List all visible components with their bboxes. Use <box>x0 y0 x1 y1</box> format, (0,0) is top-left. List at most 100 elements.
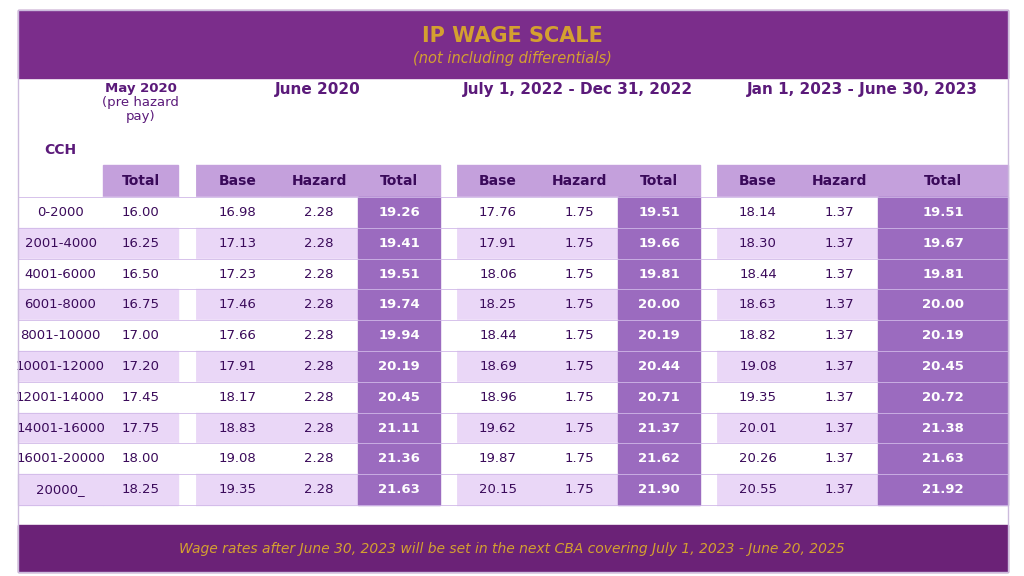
Bar <box>280 444 358 474</box>
Text: 20.00: 20.00 <box>922 298 964 311</box>
Bar <box>103 228 178 259</box>
Text: 20000_: 20000_ <box>36 483 85 496</box>
Text: Jan 1, 2023 - June 30, 2023: Jan 1, 2023 - June 30, 2023 <box>746 82 978 97</box>
Text: 19.66: 19.66 <box>638 237 680 250</box>
Text: 18.44: 18.44 <box>739 267 777 281</box>
Text: 16.50: 16.50 <box>122 267 160 281</box>
Text: 17.46: 17.46 <box>218 298 256 311</box>
Text: 18.17: 18.17 <box>218 391 256 404</box>
Bar <box>280 412 358 444</box>
Bar <box>456 474 540 505</box>
Bar <box>358 351 440 382</box>
Bar <box>456 289 540 320</box>
Bar <box>456 444 540 474</box>
Text: 1.37: 1.37 <box>824 422 854 434</box>
Text: 19.08: 19.08 <box>739 360 777 373</box>
Bar <box>195 259 280 289</box>
Text: 16.00: 16.00 <box>122 206 160 219</box>
Text: Total: Total <box>640 174 678 188</box>
Text: 17.23: 17.23 <box>218 267 257 281</box>
Bar <box>618 320 700 351</box>
Text: 17.13: 17.13 <box>218 237 257 250</box>
Text: 21.63: 21.63 <box>378 483 420 496</box>
Text: 1.37: 1.37 <box>824 391 854 404</box>
Text: 14001-16000: 14001-16000 <box>16 422 104 434</box>
Bar <box>540 197 618 228</box>
Text: 16.98: 16.98 <box>219 206 256 219</box>
Text: 21.38: 21.38 <box>922 422 964 434</box>
Text: 19.87: 19.87 <box>479 452 517 465</box>
Bar <box>878 444 1008 474</box>
Bar <box>716 228 800 259</box>
Bar <box>18 412 103 444</box>
Bar <box>878 289 1008 320</box>
Text: 1.37: 1.37 <box>824 483 854 496</box>
Bar <box>878 474 1008 505</box>
Text: 1.37: 1.37 <box>824 329 854 342</box>
Bar <box>800 474 878 505</box>
Text: Total: Total <box>924 174 963 188</box>
Bar <box>18 444 103 474</box>
Bar <box>103 289 178 320</box>
Text: Base: Base <box>479 174 517 188</box>
Text: Hazard: Hazard <box>811 174 866 188</box>
Text: 6001-8000: 6001-8000 <box>25 298 96 311</box>
Text: 19.51: 19.51 <box>638 206 680 219</box>
Bar <box>18 197 103 228</box>
Text: July 1, 2022 - Dec 31, 2022: July 1, 2022 - Dec 31, 2022 <box>463 82 693 97</box>
Text: 19.26: 19.26 <box>378 206 420 219</box>
Bar <box>103 382 178 412</box>
Text: 19.81: 19.81 <box>638 267 680 281</box>
Text: Hazard: Hazard <box>291 174 347 188</box>
Bar <box>540 228 618 259</box>
Bar <box>358 197 440 228</box>
Text: 1.75: 1.75 <box>564 237 594 250</box>
Bar <box>103 412 178 444</box>
Bar <box>456 320 540 351</box>
Text: 17.45: 17.45 <box>122 391 160 404</box>
Text: 19.81: 19.81 <box>923 267 964 281</box>
Text: 19.08: 19.08 <box>219 452 256 465</box>
Bar <box>103 165 178 197</box>
Bar <box>280 474 358 505</box>
Bar <box>540 444 618 474</box>
Bar <box>195 351 280 382</box>
Bar <box>800 197 878 228</box>
Text: pay): pay) <box>126 110 156 123</box>
Text: 21.92: 21.92 <box>923 483 964 496</box>
Text: 2.28: 2.28 <box>304 452 334 465</box>
Bar <box>18 10 1008 78</box>
Bar <box>800 320 878 351</box>
Bar <box>716 382 800 412</box>
Bar <box>195 382 280 412</box>
Text: 19.41: 19.41 <box>378 237 420 250</box>
Bar <box>195 165 440 197</box>
Text: 18.82: 18.82 <box>739 329 777 342</box>
Text: 2.28: 2.28 <box>304 267 334 281</box>
Bar <box>540 320 618 351</box>
Text: Hazard: Hazard <box>551 174 606 188</box>
Bar <box>716 320 800 351</box>
Text: 2.28: 2.28 <box>304 391 334 404</box>
Text: 21.11: 21.11 <box>378 422 420 434</box>
Bar <box>716 474 800 505</box>
Bar <box>358 444 440 474</box>
Text: CCH: CCH <box>44 143 77 157</box>
Bar <box>103 444 178 474</box>
Bar <box>195 197 280 228</box>
Bar <box>618 474 700 505</box>
Text: 20.00: 20.00 <box>638 298 680 311</box>
Bar <box>540 412 618 444</box>
Bar <box>800 289 878 320</box>
Bar <box>103 197 178 228</box>
Bar <box>716 412 800 444</box>
Text: 1.37: 1.37 <box>824 360 854 373</box>
Text: 18.63: 18.63 <box>739 298 777 311</box>
Text: Total: Total <box>122 174 160 188</box>
Text: 18.83: 18.83 <box>218 422 256 434</box>
Text: 18.30: 18.30 <box>739 237 777 250</box>
Text: 1.75: 1.75 <box>564 422 594 434</box>
Bar <box>18 525 1008 572</box>
Bar <box>716 289 800 320</box>
Bar <box>716 197 800 228</box>
